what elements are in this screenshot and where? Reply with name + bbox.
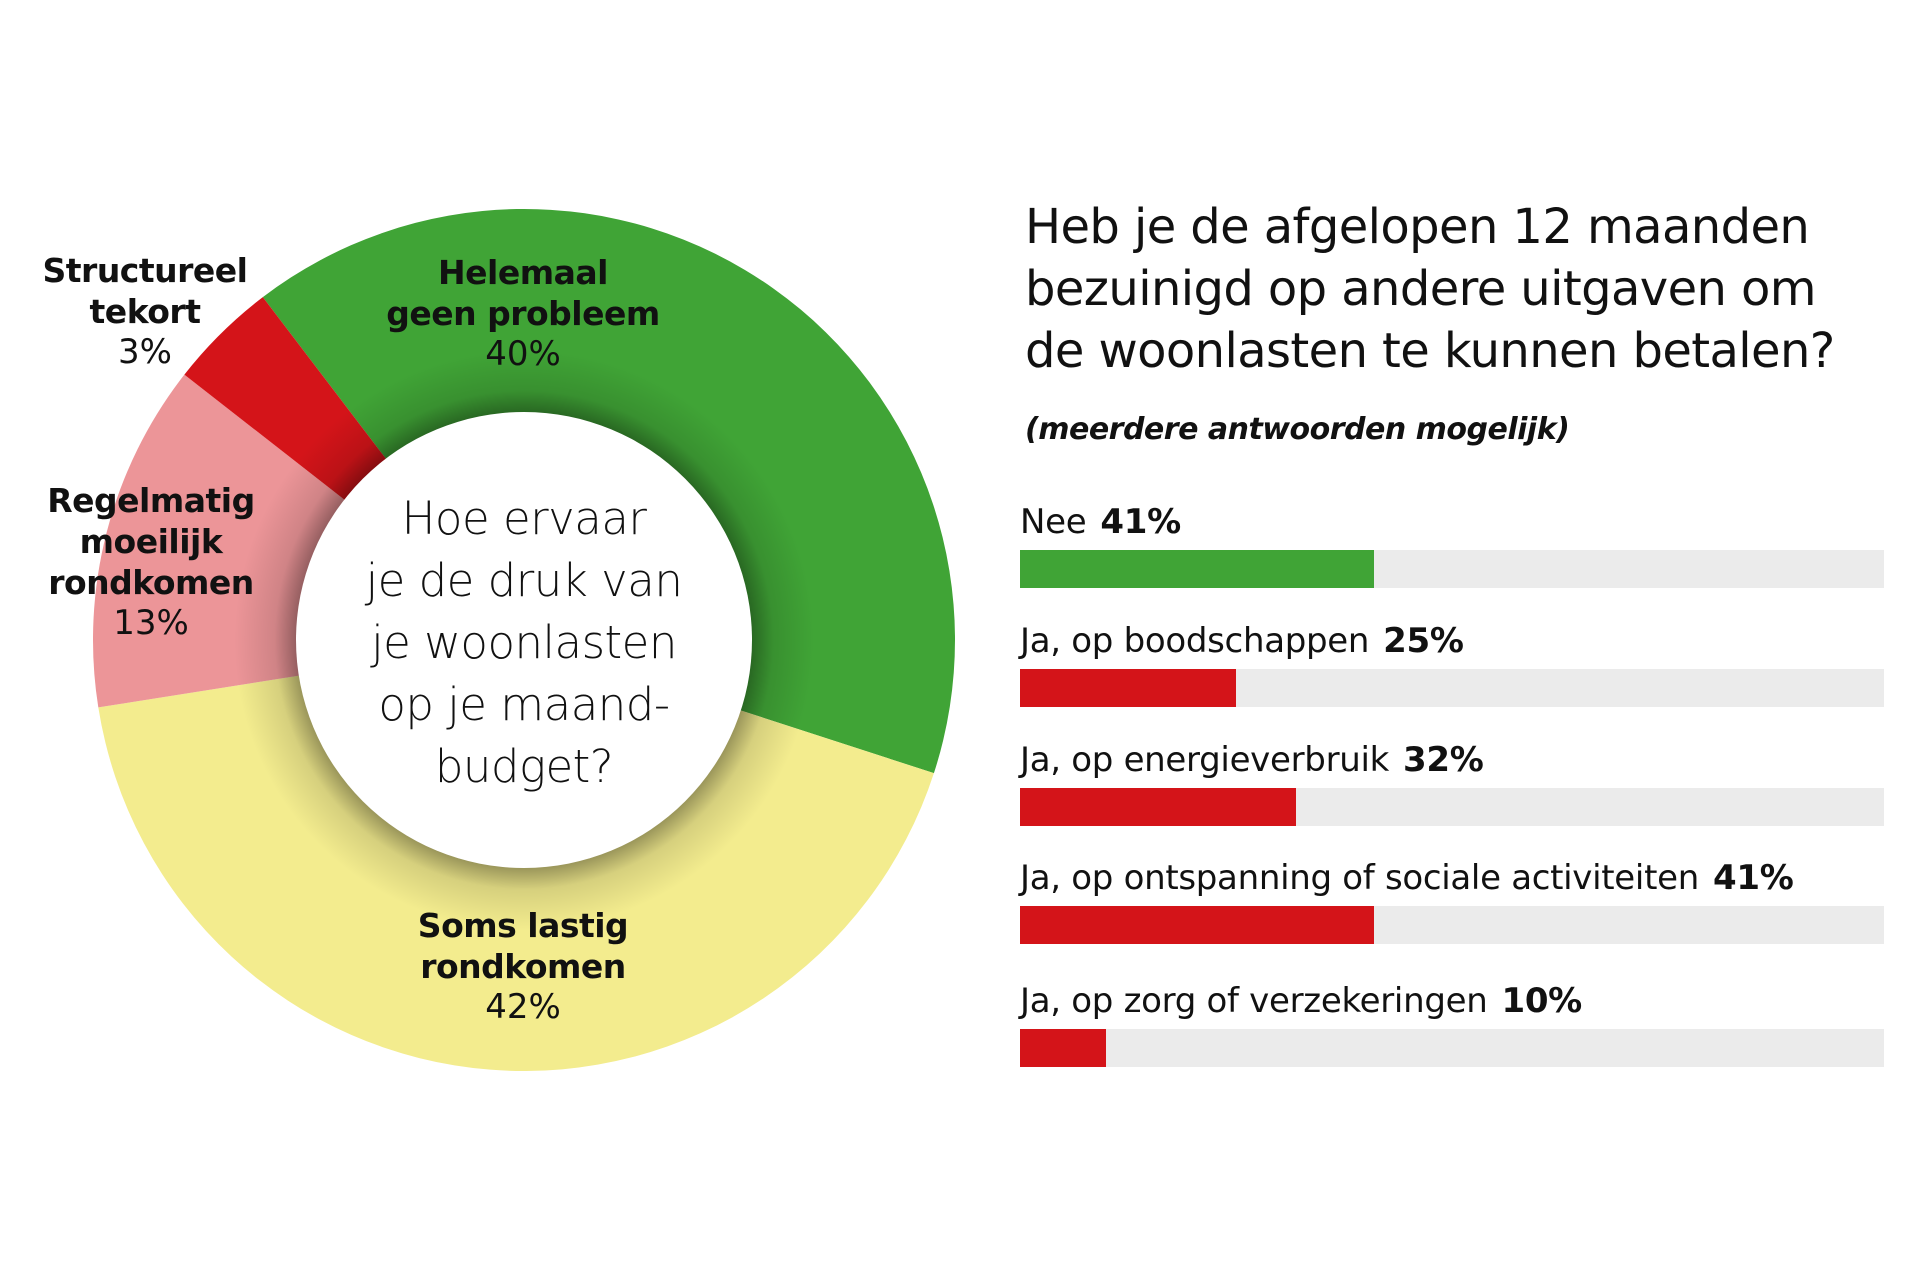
slice-percentage: 13% <box>113 603 189 643</box>
slice-percentage: 3% <box>118 332 172 372</box>
slice-percentage: 40% <box>485 334 561 374</box>
bar-fill <box>1020 669 1236 707</box>
bar-label: Ja, op boodschappen 25% <box>1020 621 1464 661</box>
bar-value: 25% <box>1383 621 1464 661</box>
slice-percentage: 42% <box>485 987 561 1027</box>
slice-name: Structureel tekort <box>42 251 249 331</box>
bar-fill <box>1020 550 1375 588</box>
bar-track <box>1020 550 1884 588</box>
slice-label-regelmatig-moeilijk-rondkomen: Regelmatig moeilijk rondkomen 13% <box>26 480 276 644</box>
slice-label-helemaal-geen-probleem: Helemaal geen probleem 40% <box>343 252 703 375</box>
bar-value: 32% <box>1403 740 1484 780</box>
slice-label-structureel-tekort: Structureel tekort 3% <box>25 250 265 373</box>
bar-track <box>1020 788 1884 826</box>
slice-name: Regelmatig moeilijk rondkomen <box>47 481 255 602</box>
bar-value: 41% <box>1100 502 1181 542</box>
bar-category: Ja, op energieverbruik <box>1020 740 1390 780</box>
donut-hole <box>296 412 752 868</box>
bar-category: Ja, op boodschappen <box>1020 621 1370 661</box>
bar-label: Nee 41% <box>1020 502 1181 542</box>
bar-fill <box>1020 788 1297 826</box>
bar-chart-subtitle: (meerdere antwoorden mogelijk) <box>1025 412 1570 447</box>
bar-fill <box>1020 1029 1107 1067</box>
bar-track <box>1020 669 1884 707</box>
bar-value: 41% <box>1712 858 1794 898</box>
slice-name: Soms lastig rondkomen <box>417 906 629 986</box>
bar-label: Ja, op energieverbruik 32% <box>1020 740 1484 780</box>
bar-value: 10% <box>1501 981 1582 1021</box>
bar-track <box>1020 906 1884 944</box>
donut-center-question: Hoe ervaar je de druk van je woonlasten … <box>365 492 683 793</box>
bar-label: Ja, op ontspanning of sociale activiteit… <box>1020 858 1794 898</box>
bar-category: Nee <box>1020 502 1087 542</box>
slice-name: Helemaal geen probleem <box>386 253 660 333</box>
bar-label: Ja, op zorg of verzekeringen 10% <box>1020 981 1582 1021</box>
bar-chart-title: Heb je de afgelopen 12 maanden bezuinigd… <box>1025 199 1835 379</box>
bar-category: Ja, op ontspanning of sociale activiteit… <box>1020 858 1699 898</box>
bar-category: Ja, op zorg of verzekeringen <box>1020 981 1488 1021</box>
bar-fill <box>1020 906 1375 944</box>
bar-track <box>1020 1029 1884 1067</box>
slice-label-soms-lastig-rondkomen: Soms lastig rondkomen 42% <box>343 905 703 1028</box>
